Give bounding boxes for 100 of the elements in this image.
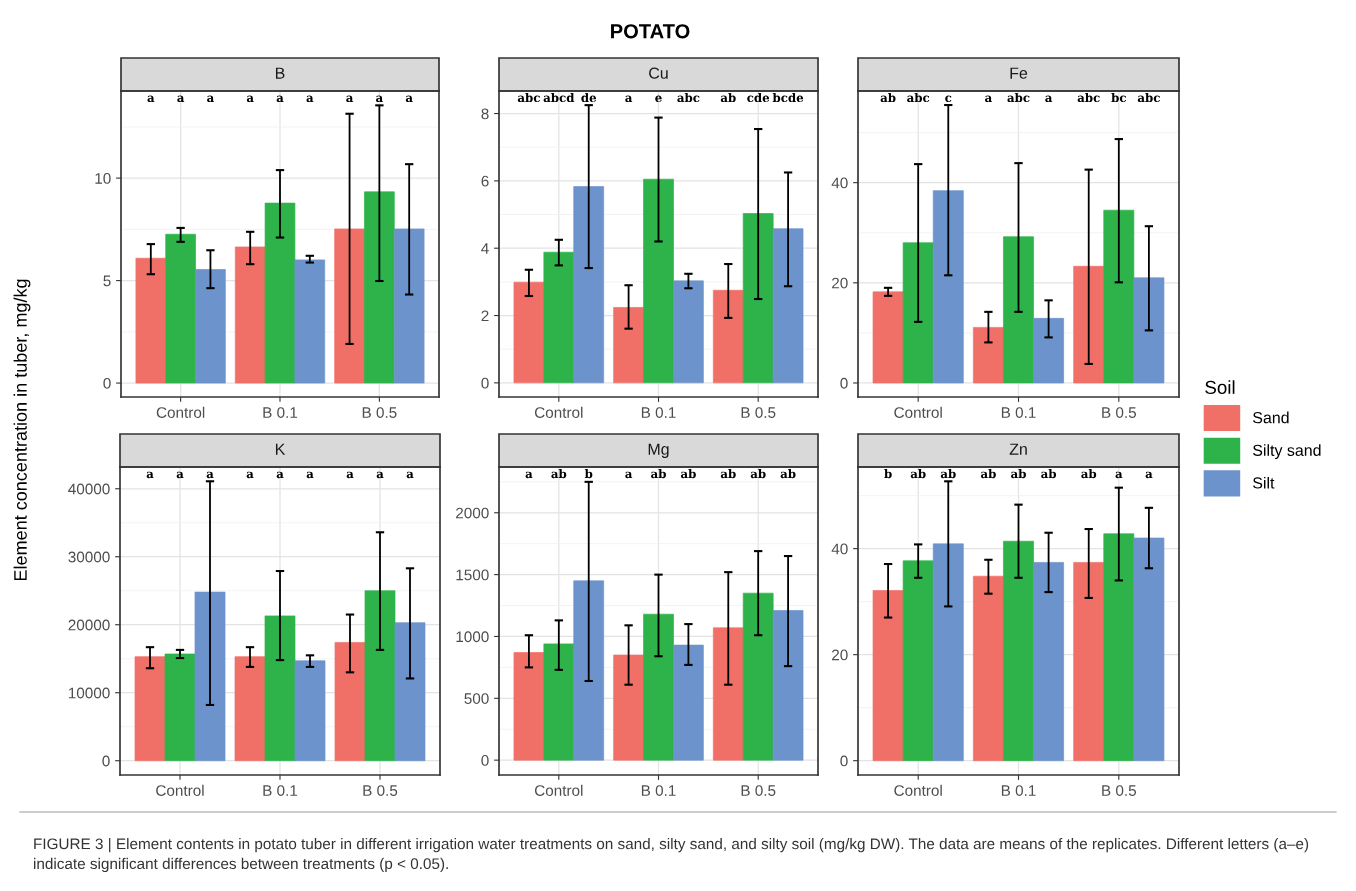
annotation: a xyxy=(246,471,254,479)
chart-title: Cu xyxy=(649,67,668,79)
chart-title: Zn xyxy=(1009,443,1027,455)
annotation: a xyxy=(376,95,383,103)
bar xyxy=(712,627,744,761)
y-tick-label: 0 xyxy=(840,755,848,767)
x-tick-label: Control xyxy=(156,784,204,796)
bar xyxy=(194,591,226,762)
x-tick-label: B 0.1 xyxy=(263,785,298,796)
y-tick-label: 5 xyxy=(103,275,111,287)
y-tick-label: 4 xyxy=(481,243,489,254)
x-tick-label: Control xyxy=(156,406,205,418)
bar xyxy=(673,280,704,384)
x-tick-label: Control xyxy=(894,406,942,418)
annotation: a xyxy=(246,95,254,103)
bar xyxy=(573,580,605,761)
annotation: b xyxy=(884,468,892,479)
annotation: a xyxy=(985,95,992,103)
x-tick-label: Control xyxy=(534,406,583,418)
bar xyxy=(742,213,774,384)
bar xyxy=(264,202,296,384)
y-tick-label: 40 xyxy=(831,177,848,189)
annotation: a xyxy=(346,95,354,103)
y-tick-label: 0 xyxy=(102,755,110,767)
annotation: ab xyxy=(720,92,736,103)
annotation: b xyxy=(584,468,593,479)
bar xyxy=(294,660,326,762)
bar xyxy=(164,653,196,762)
annotation: abc xyxy=(1137,92,1160,103)
x-tick-label: B 0.1 xyxy=(1001,785,1036,796)
y-tick-label: 20 xyxy=(832,649,848,661)
bar xyxy=(1003,236,1034,384)
bar xyxy=(712,289,744,384)
annotation: a xyxy=(146,471,154,479)
bar xyxy=(513,281,545,384)
x-tick-label: B 0.5 xyxy=(362,407,397,418)
x-tick-label: Control xyxy=(894,784,942,796)
bar xyxy=(573,186,605,384)
annotation: de xyxy=(581,92,597,103)
annotation: ab xyxy=(551,468,567,479)
annotation: a xyxy=(176,471,184,479)
y-tick-label: 6 xyxy=(481,175,489,187)
bar xyxy=(1133,277,1165,384)
y-tick-label: 0 xyxy=(840,377,848,389)
x-tick-label: B 0.1 xyxy=(641,407,676,418)
x-tick-label: B 0.1 xyxy=(263,407,298,418)
bar xyxy=(234,246,266,384)
annotation: abc xyxy=(907,92,930,103)
annotation: a xyxy=(625,95,633,103)
bar xyxy=(1133,537,1165,762)
y-axis-title: Element concentration in tuber, mg/kg xyxy=(13,279,31,581)
legend-label: Silty sand xyxy=(1253,444,1321,460)
annotation: bc xyxy=(1111,92,1126,103)
annotation: abcd xyxy=(543,92,575,103)
chart-title: Fe xyxy=(1010,67,1028,79)
annotation: ab xyxy=(750,468,766,479)
bar xyxy=(135,257,167,384)
bar xyxy=(932,543,964,762)
bar xyxy=(973,327,1004,384)
bar xyxy=(1033,562,1064,762)
annotation: a xyxy=(346,471,354,479)
bar xyxy=(613,307,644,384)
bar xyxy=(234,656,266,762)
x-tick-label: B 0.5 xyxy=(1102,407,1137,418)
y-tick-label: 10 xyxy=(95,172,111,184)
annotation: ab xyxy=(780,468,796,479)
annotation: a xyxy=(625,471,633,479)
annotation: ab xyxy=(1011,468,1026,479)
bar xyxy=(134,656,166,762)
chart-title: B xyxy=(275,67,285,79)
bar xyxy=(1073,562,1105,762)
x-tick-label: B 0.5 xyxy=(741,407,776,418)
bar xyxy=(772,610,804,761)
annotation: e xyxy=(655,95,662,103)
bar xyxy=(364,191,395,384)
annotation: ab xyxy=(980,468,996,479)
text: POTATO xyxy=(611,24,690,39)
y-tick-label: 0 xyxy=(481,377,489,389)
bar xyxy=(932,190,964,384)
bar xyxy=(195,269,226,384)
y-tick-label: 500 xyxy=(464,693,489,704)
annotation: ab xyxy=(880,92,896,103)
annotation: abc xyxy=(1007,92,1030,103)
bar xyxy=(742,592,774,761)
annotation: c xyxy=(945,95,952,103)
annotation: a xyxy=(1045,95,1053,103)
bar xyxy=(1073,265,1105,384)
annotation: a xyxy=(147,95,155,103)
y-tick-label: 1500 xyxy=(456,569,489,581)
legend-label: Silt xyxy=(1253,476,1275,489)
bar xyxy=(334,642,366,762)
annotation: a xyxy=(406,471,414,479)
y-tick-label: 20 xyxy=(832,277,848,289)
bar xyxy=(973,575,1004,762)
y-tick-label: 0 xyxy=(103,377,111,389)
annotation: abc xyxy=(517,92,540,103)
caption: FIGURE 3 | Element contents in potato tuber in different irrigation water treatments on sand, silty sand, and silty soil (mg/kg DW). The data are means of the replicates. Different letters (a–e) indicate significant differences between treatments (p < 0.05). xyxy=(34,838,1309,873)
bar xyxy=(165,233,196,384)
bar xyxy=(294,259,326,384)
legend-label: Sand xyxy=(1253,411,1289,424)
